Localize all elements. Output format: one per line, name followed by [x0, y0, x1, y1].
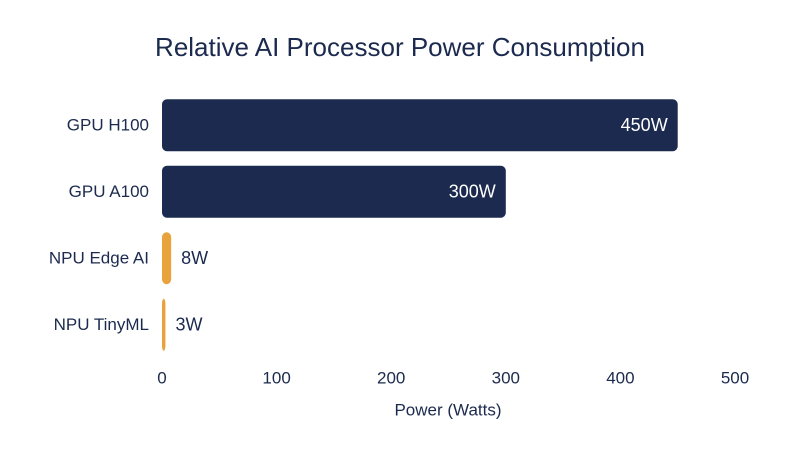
x-tick-label: 400: [606, 368, 634, 387]
x-tick-label: 200: [377, 368, 405, 387]
y-tick-label: GPU H100: [67, 116, 149, 135]
bar: [162, 99, 678, 152]
value-label: 300W: [449, 182, 496, 202]
x-axis-label: Power (Watts): [394, 400, 501, 419]
chart-title: Relative AI Processor Power Consumption: [155, 32, 645, 62]
y-tick-label: GPU A100: [69, 182, 149, 201]
x-tick-label: 500: [721, 368, 749, 387]
value-label: 450W: [621, 115, 668, 135]
x-tick-label: 100: [262, 368, 290, 387]
x-tick-label: 0: [157, 368, 166, 387]
y-tick-label: NPU Edge AI: [49, 249, 149, 268]
bar: [162, 298, 166, 351]
bar: [162, 232, 172, 285]
y-tick-label: NPU TinyML: [54, 315, 149, 334]
bar: [162, 165, 506, 218]
x-tick-label: 300: [492, 368, 520, 387]
value-label: 3W: [175, 315, 202, 335]
value-label: 8W: [181, 248, 208, 268]
